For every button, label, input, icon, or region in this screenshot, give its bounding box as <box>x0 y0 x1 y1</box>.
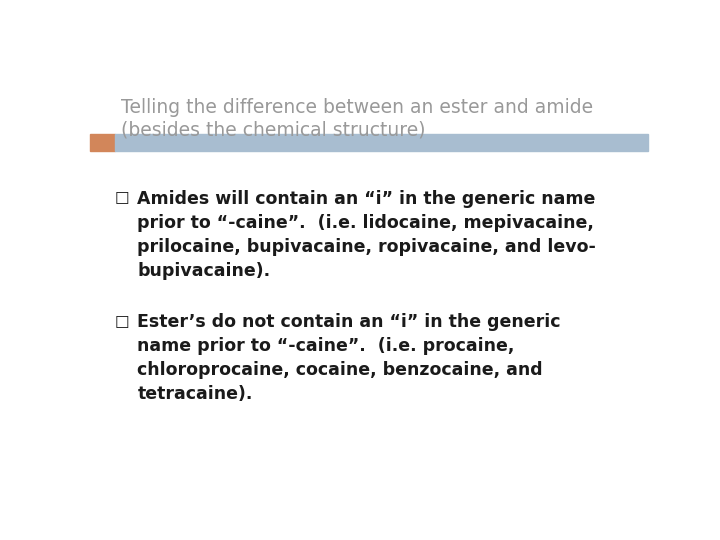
Text: prior to “-caine”.  (i.e. lidocaine, mepivacaine,: prior to “-caine”. (i.e. lidocaine, mepi… <box>138 214 594 232</box>
Text: bupivacaine).: bupivacaine). <box>138 262 271 280</box>
Text: Amides will contain an “i” in the generic name: Amides will contain an “i” in the generi… <box>138 190 596 207</box>
Bar <box>115 134 648 151</box>
Text: tetracaine).: tetracaine). <box>138 386 253 403</box>
Text: □: □ <box>115 190 130 205</box>
Text: prilocaine, bupivacaine, ropivacaine, and levo-: prilocaine, bupivacaine, ropivacaine, an… <box>138 238 596 256</box>
Text: Telling the difference between an ester and amide: Telling the difference between an ester … <box>121 98 593 117</box>
Bar <box>90 134 115 151</box>
Text: (besides the chemical structure): (besides the chemical structure) <box>121 121 426 140</box>
Text: chloroprocaine, cocaine, benzocaine, and: chloroprocaine, cocaine, benzocaine, and <box>138 361 543 379</box>
Text: Ester’s do not contain an “i” in the generic: Ester’s do not contain an “i” in the gen… <box>138 313 561 331</box>
Text: □: □ <box>115 313 130 328</box>
Text: name prior to “-caine”.  (i.e. procaine,: name prior to “-caine”. (i.e. procaine, <box>138 337 515 355</box>
